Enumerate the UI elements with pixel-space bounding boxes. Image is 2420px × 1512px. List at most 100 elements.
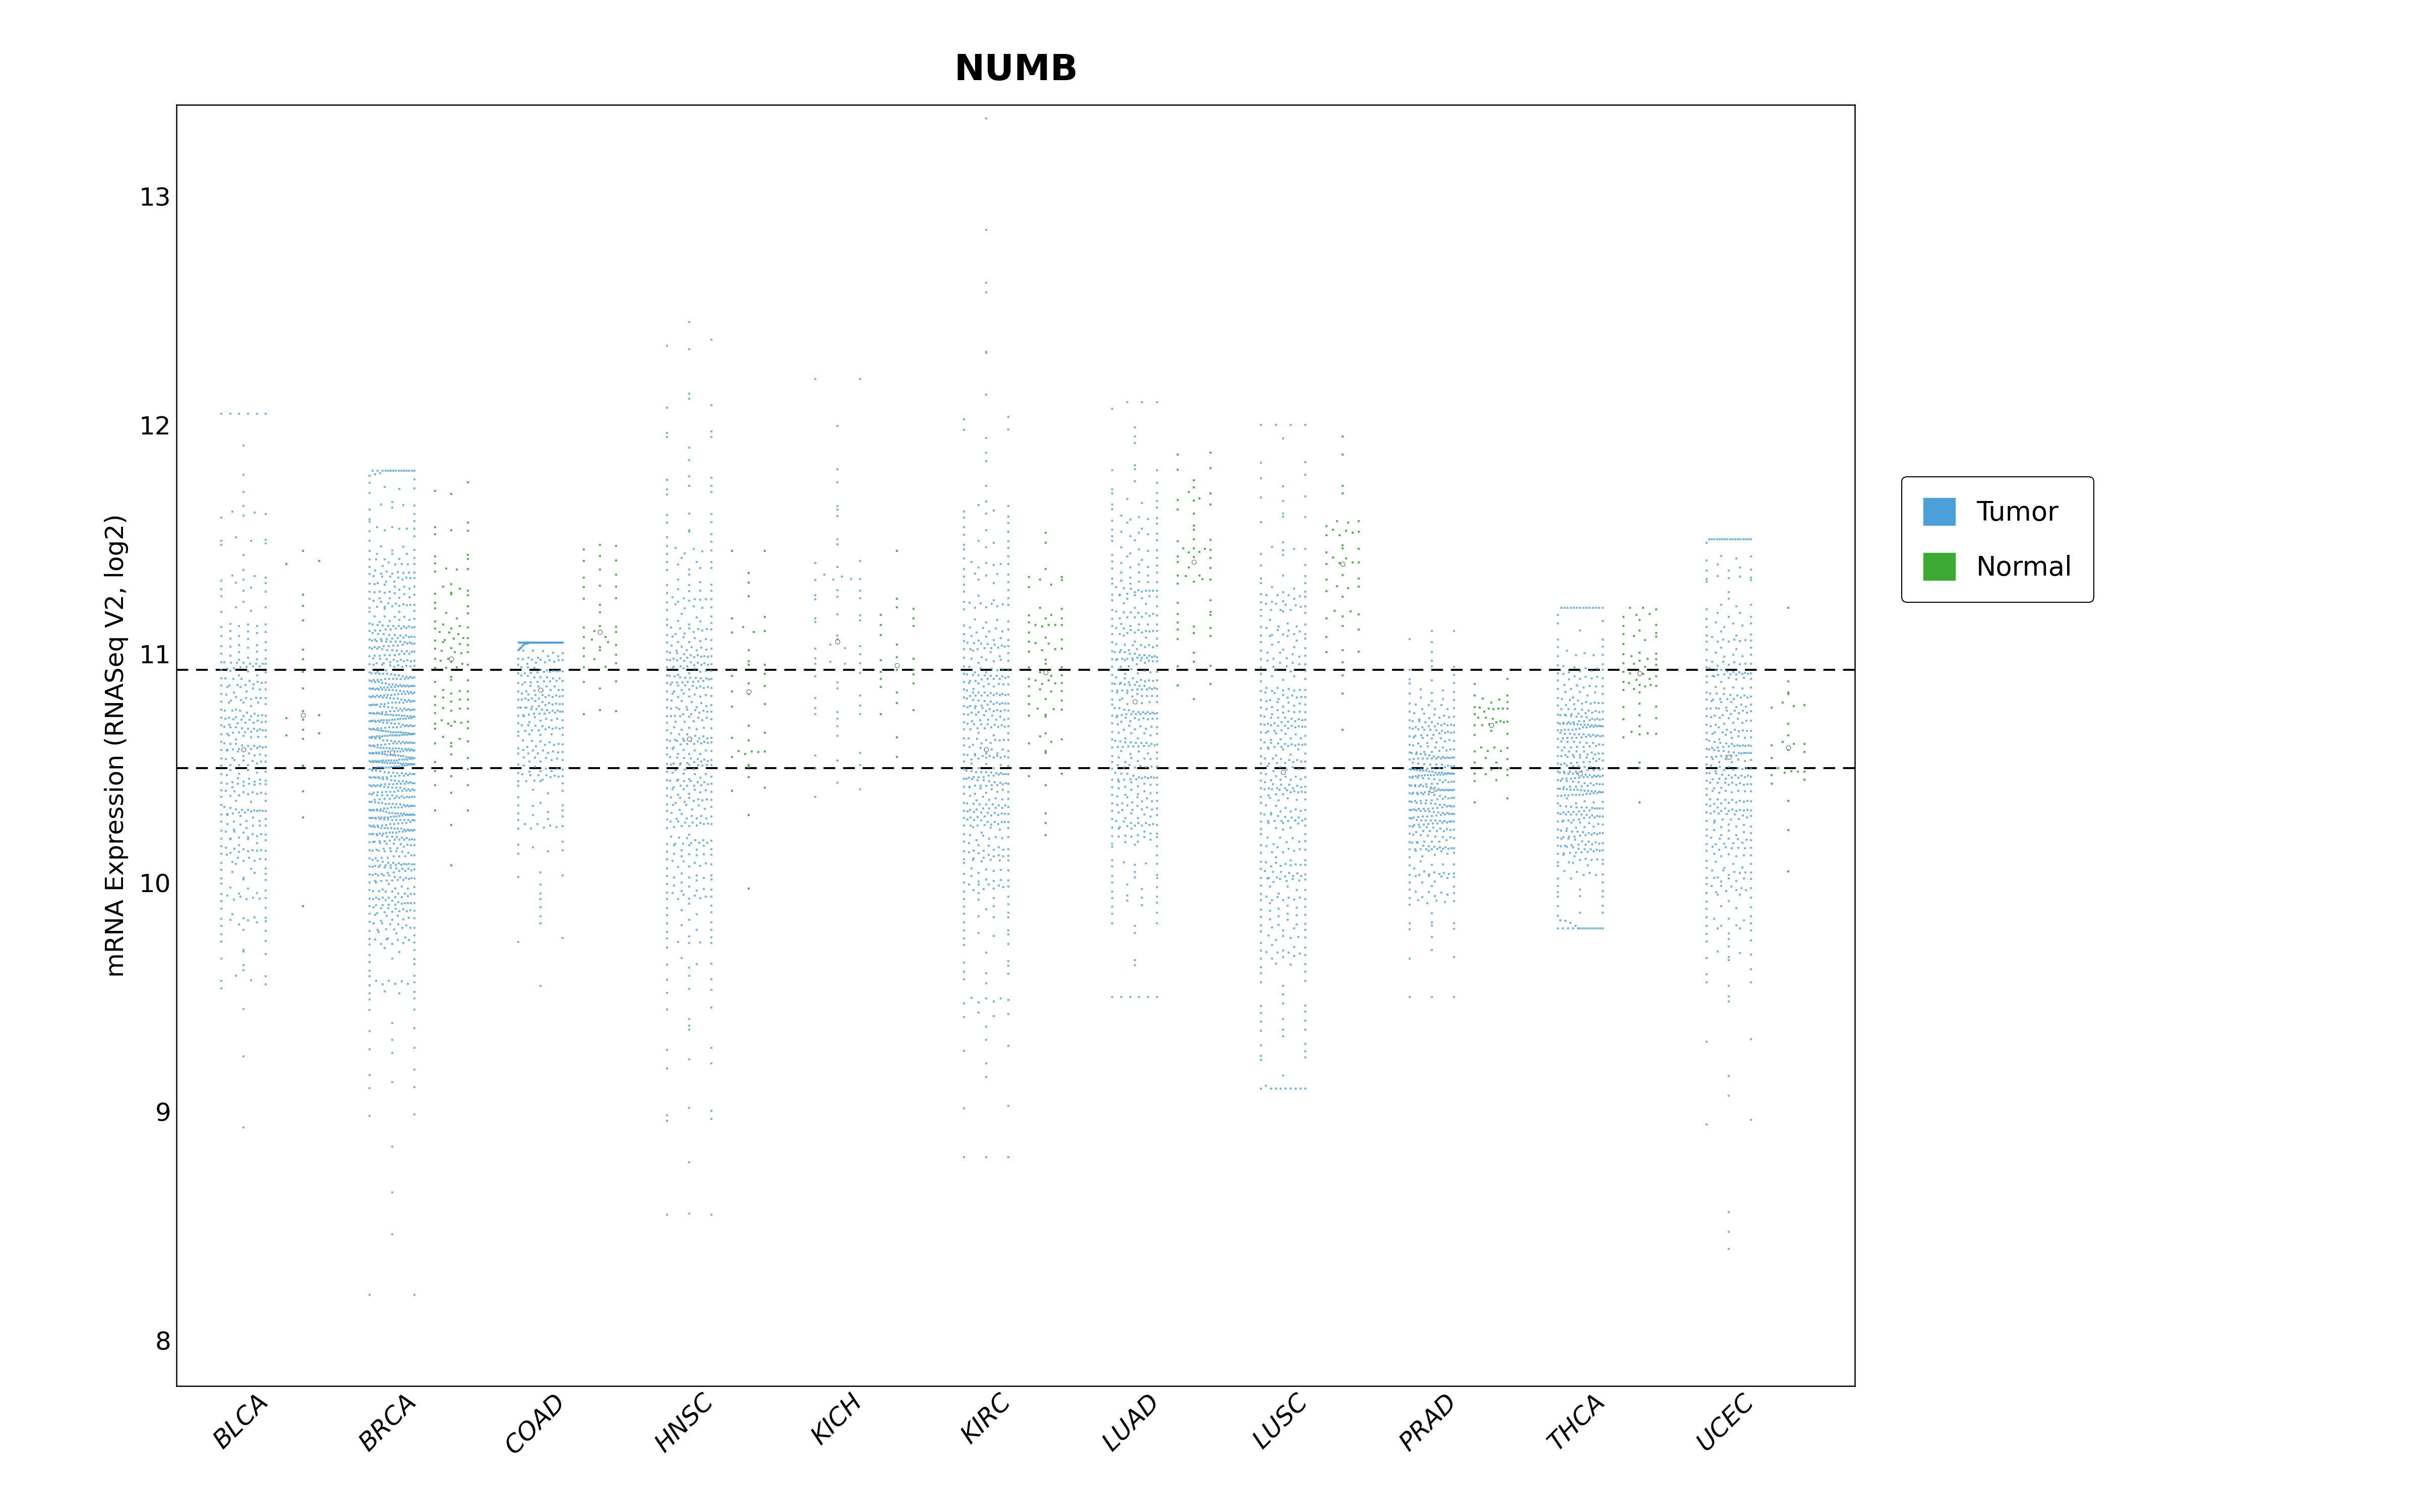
Point — [878, 745, 917, 770]
Point — [380, 608, 419, 632]
Point — [211, 618, 249, 643]
Point — [714, 538, 753, 562]
Point — [356, 806, 394, 830]
Point — [1544, 712, 1583, 736]
Point — [358, 676, 397, 700]
Point — [1341, 575, 1379, 599]
Point — [223, 798, 261, 823]
Point — [206, 732, 244, 756]
Point — [506, 696, 544, 720]
Point — [1191, 538, 1229, 562]
Point — [1256, 794, 1295, 818]
Point — [656, 874, 695, 898]
Point — [353, 670, 392, 694]
Point — [1425, 809, 1464, 833]
Point — [370, 667, 409, 691]
Point — [416, 544, 455, 569]
Point — [1256, 744, 1295, 768]
Point — [530, 670, 569, 694]
Point — [1718, 747, 1757, 771]
Point — [1096, 696, 1135, 720]
Point — [1723, 718, 1762, 742]
Point — [361, 647, 399, 671]
Point — [1566, 665, 1604, 689]
Point — [433, 582, 472, 606]
Point — [818, 748, 857, 773]
Point — [1416, 735, 1454, 759]
Point — [363, 711, 402, 735]
Point — [499, 753, 537, 777]
Point — [501, 631, 540, 655]
Point — [225, 736, 264, 761]
Point — [1733, 1027, 1771, 1051]
Point — [1546, 721, 1585, 745]
Point — [796, 587, 835, 611]
Point — [1689, 528, 1728, 552]
Point — [390, 928, 428, 953]
Point — [670, 782, 709, 806]
Point — [358, 756, 397, 780]
Point — [363, 750, 402, 774]
Point — [1125, 602, 1164, 626]
Point — [380, 827, 419, 851]
Point — [1280, 767, 1319, 791]
Point — [1728, 764, 1767, 788]
Point — [368, 765, 407, 789]
Point — [818, 700, 857, 724]
Point — [983, 795, 1021, 820]
Point — [394, 458, 433, 482]
Point — [944, 798, 983, 823]
Point — [1725, 652, 1764, 676]
Point — [1251, 874, 1290, 898]
Point — [392, 898, 431, 922]
Point — [663, 947, 702, 971]
Point — [1261, 860, 1300, 885]
Point — [240, 691, 278, 715]
Point — [1725, 820, 1764, 844]
Point — [1709, 921, 1747, 945]
Point — [1108, 699, 1147, 723]
Point — [1285, 813, 1324, 838]
Point — [944, 910, 983, 934]
Point — [663, 913, 702, 937]
Point — [1413, 812, 1452, 836]
Point — [978, 594, 1016, 618]
Point — [658, 807, 697, 832]
Point — [428, 647, 467, 671]
Point — [1716, 878, 1754, 903]
Point — [1575, 764, 1614, 788]
Point — [1133, 789, 1171, 813]
Point — [823, 564, 862, 588]
Point — [1416, 764, 1454, 788]
Point — [351, 733, 390, 758]
Point — [1430, 738, 1469, 762]
Point — [378, 617, 416, 641]
Point — [1699, 865, 1738, 889]
Point — [1583, 885, 1621, 909]
Point — [1389, 741, 1428, 765]
Point — [1285, 692, 1324, 717]
Point — [523, 738, 561, 762]
Point — [687, 885, 726, 909]
Point — [368, 685, 407, 709]
Point — [394, 875, 433, 900]
Point — [358, 791, 397, 815]
Point — [1113, 649, 1152, 673]
Point — [1699, 883, 1738, 907]
Point — [963, 785, 1002, 809]
Point — [1571, 724, 1609, 748]
Point — [968, 624, 1007, 649]
Point — [1561, 618, 1600, 643]
Point — [1099, 785, 1137, 809]
Point — [1556, 913, 1595, 937]
Point — [503, 634, 542, 658]
Point — [1580, 700, 1619, 724]
Point — [387, 665, 426, 689]
Point — [1488, 786, 1527, 810]
Point — [673, 726, 711, 750]
Point — [351, 555, 390, 579]
Point — [862, 603, 900, 627]
Point — [1401, 723, 1440, 747]
Point — [499, 807, 537, 832]
Point — [1389, 838, 1428, 862]
